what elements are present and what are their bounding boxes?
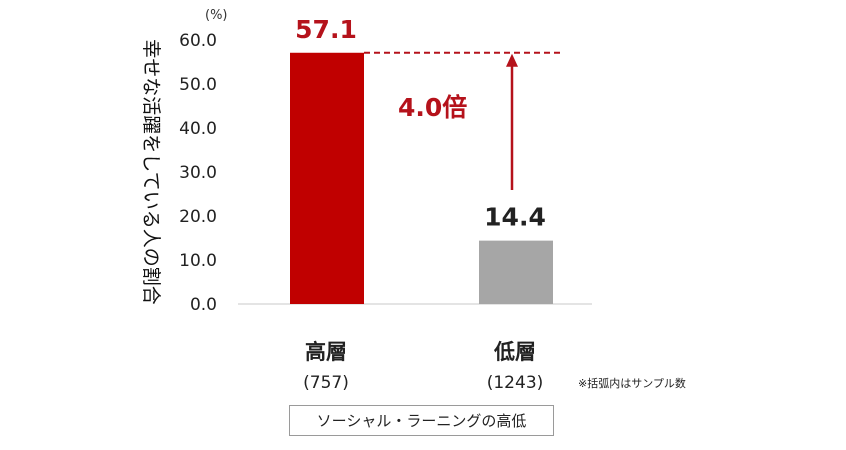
sample-count-label: (1243) bbox=[487, 373, 544, 393]
sample-size-note: ※括弧内はサンプル数 bbox=[578, 376, 686, 390]
y-tick-label: 30.0 bbox=[179, 163, 217, 183]
y-tick-label: 0.0 bbox=[190, 295, 217, 315]
y-tick-label: 50.0 bbox=[179, 75, 217, 95]
legend-box: ソーシャル・ラーニングの高低 bbox=[289, 405, 554, 436]
category-label: 高層 bbox=[305, 340, 347, 364]
arrow-head-icon bbox=[506, 53, 518, 67]
multiplier-label: 4.0倍 bbox=[398, 93, 467, 122]
y-tick-label: 60.0 bbox=[179, 31, 217, 51]
y-tick-label: 10.0 bbox=[179, 251, 217, 271]
bar-value-label: 57.1 bbox=[295, 15, 357, 44]
category-label: 低層 bbox=[493, 340, 536, 364]
y-tick-label: 20.0 bbox=[179, 207, 217, 227]
bar bbox=[479, 240, 553, 304]
y-tick-label: 40.0 bbox=[179, 119, 217, 139]
bar-value-label: 14.4 bbox=[484, 203, 546, 232]
unit-label: (%) bbox=[205, 8, 228, 23]
y-axis-label: 幸せな活躍をしている人の割合 bbox=[140, 39, 162, 304]
legend-label: ソーシャル・ラーニングの高低 bbox=[316, 412, 527, 430]
sample-count-label: (757) bbox=[303, 373, 349, 393]
bar bbox=[290, 52, 364, 305]
